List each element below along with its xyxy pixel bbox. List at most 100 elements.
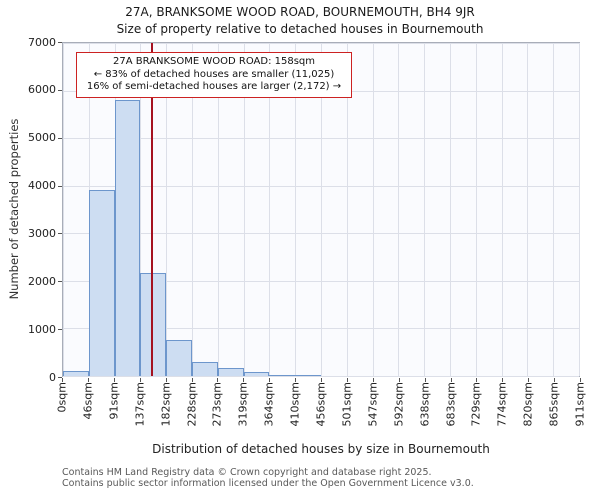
x-tick-label: 774sqm — [495, 382, 509, 427]
x-tick-label: 182sqm — [159, 382, 173, 427]
x-tick-mark — [372, 378, 374, 382]
histogram-bar — [114, 100, 141, 376]
chart-subtitle: Size of property relative to detached ho… — [116, 22, 484, 36]
y-axis-label: Number of detached properties — [7, 118, 21, 300]
histogram-bar — [166, 340, 192, 376]
histogram-bar — [243, 372, 270, 376]
y-tick-label: 2000 — [28, 274, 56, 288]
annotation-line1: 27A BRANKSOME WOOD ROAD: 158sqm — [113, 56, 315, 67]
x-tick-mark — [87, 378, 89, 382]
gridline-vertical — [424, 43, 426, 376]
x-tick-label: 137sqm — [133, 382, 147, 427]
y-tick-label: 6000 — [28, 83, 56, 97]
gridline-vertical — [450, 43, 451, 376]
y-tick-mark — [58, 377, 62, 378]
x-tick-mark — [424, 378, 426, 382]
gridline-vertical — [527, 43, 529, 376]
gridline-vertical — [295, 43, 297, 376]
plot-area: 27A BRANKSOME WOOD ROAD: 158sqm ← 83% of… — [62, 42, 580, 377]
gridline-horizontal — [63, 280, 579, 282]
annotation-box: 27A BRANKSOME WOOD ROAD: 158sqm ← 83% of… — [76, 52, 352, 98]
gridline-horizontal — [63, 185, 579, 187]
x-tick-label: 228sqm — [185, 382, 198, 427]
y-tick-mark — [58, 233, 62, 235]
x-tick-mark — [62, 378, 63, 382]
gridline-vertical — [217, 43, 219, 376]
page-title: 27A, BRANKSOME WOOD ROAD, BOURNEMOUTH, B… — [125, 5, 475, 19]
x-axis-label: Distribution of detached houses by size … — [152, 442, 490, 456]
x-tick-mark — [295, 378, 297, 382]
y-tick-label: 5000 — [28, 131, 56, 145]
gridline-vertical — [579, 43, 580, 376]
y-tick-mark — [58, 281, 62, 283]
gridline-vertical — [243, 43, 245, 376]
x-tick-label: 638sqm — [418, 382, 432, 427]
x-tick-mark — [165, 378, 167, 382]
x-tick-label: 319sqm — [236, 382, 250, 427]
gridline-horizontal — [63, 376, 579, 377]
x-tick-mark — [191, 378, 193, 382]
x-tick-mark — [398, 378, 400, 382]
histogram-bar — [63, 371, 89, 376]
gridline-vertical — [553, 43, 555, 376]
y-tick-label: 4000 — [28, 179, 56, 193]
x-tick-label: 91sqm — [107, 382, 121, 420]
gridline-horizontal — [63, 138, 579, 140]
x-tick-mark — [243, 378, 245, 382]
y-tick-mark — [58, 42, 62, 43]
x-tick-mark — [528, 378, 530, 382]
x-tick-label: 729sqm — [469, 382, 483, 427]
property-size-marker-line — [151, 43, 154, 376]
y-tick-mark — [58, 137, 62, 139]
x-tick-label: 820sqm — [521, 382, 535, 427]
footer-line2: Contains public sector information licen… — [62, 478, 474, 489]
footer-line1: Contains HM Land Registry data © Crown c… — [62, 467, 432, 478]
x-tick-mark — [321, 378, 322, 382]
x-axis-tick-labels: 0sqm 46sqm 91sqm 137sqm 182sqm 228sqm 273sqm 31… — [56, 380, 587, 442]
x-tick-mark — [346, 378, 348, 382]
x-tick-label: 911sqm — [573, 382, 587, 427]
y-tick-mark — [58, 185, 62, 187]
y-tick-mark — [58, 329, 62, 331]
y-tick-label: 0 — [49, 370, 56, 384]
gridline-vertical — [321, 43, 322, 376]
footer: Contains HM Land Registry data © Crown c… — [62, 467, 474, 489]
gridline-vertical — [166, 43, 168, 376]
histogram-bar — [217, 368, 244, 376]
x-tick-label: 273sqm — [210, 382, 224, 427]
x-tick-label: 410sqm — [288, 382, 302, 427]
histogram-bar — [269, 374, 296, 376]
gridline-vertical — [372, 43, 374, 376]
gridline-vertical — [192, 43, 193, 376]
x-tick-mark — [580, 378, 581, 382]
x-tick-mark — [139, 378, 141, 382]
y-tick-mark — [58, 89, 62, 91]
x-tick-label: 865sqm — [547, 382, 561, 427]
y-tick-label: 7000 — [28, 35, 56, 49]
x-tick-label: 501sqm — [340, 382, 354, 427]
histogram-bar — [295, 375, 321, 376]
x-tick-mark — [269, 378, 271, 382]
gridline-vertical — [501, 43, 503, 376]
gridline-horizontal — [63, 233, 579, 235]
histogram-bar — [88, 190, 115, 376]
gridline-vertical — [475, 43, 477, 376]
gridline-vertical — [140, 43, 142, 376]
histogram-bar — [192, 361, 218, 376]
x-tick-mark — [113, 378, 115, 382]
x-tick-mark — [450, 378, 452, 382]
gridline-vertical — [63, 43, 64, 376]
annotation-line3: 16% of semi-detached houses are larger (… — [86, 81, 342, 92]
gridline-vertical — [346, 43, 348, 376]
x-tick-mark — [502, 378, 504, 382]
x-tick-label: 456sqm — [314, 382, 328, 427]
x-tick-label: 0sqm — [55, 382, 69, 413]
gridline-horizontal — [63, 328, 579, 330]
x-tick-label: 364sqm — [262, 382, 276, 427]
x-tick-mark — [476, 378, 478, 382]
x-tick-label: 683sqm — [444, 382, 457, 427]
x-tick-mark — [554, 378, 556, 382]
x-tick-mark — [217, 378, 219, 382]
annotation-line2: ← 83% of detached houses are smaller (11… — [93, 68, 335, 80]
